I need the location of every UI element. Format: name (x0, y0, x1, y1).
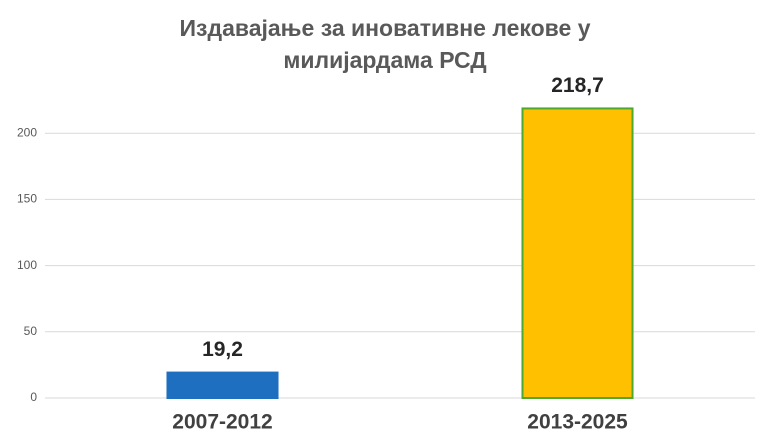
y-tick-label: 150 (17, 192, 37, 206)
chart-title: милијардама РСД (283, 47, 486, 73)
bar (166, 371, 279, 399)
y-tick-label: 0 (30, 390, 37, 404)
x-tick-label: 2013-2025 (527, 411, 628, 434)
y-tick-label: 200 (17, 125, 37, 139)
value-label: 218,7 (551, 74, 604, 97)
chart-title: Издавајање за иновативне лекове у (180, 15, 591, 41)
y-tick-label: 100 (17, 258, 37, 272)
bar (521, 107, 634, 400)
y-tick-label: 50 (24, 324, 38, 338)
value-label: 19,2 (202, 338, 243, 361)
x-tick-label: 2007-2012 (172, 411, 272, 434)
